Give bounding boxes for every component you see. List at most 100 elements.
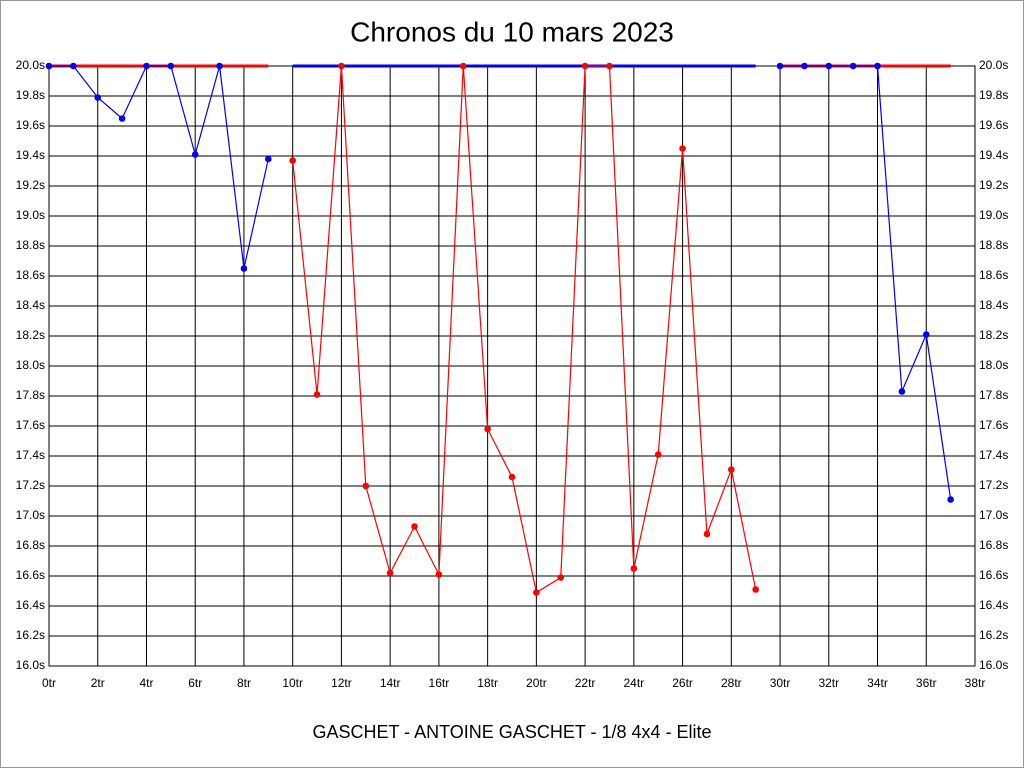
data-point: [45, 62, 53, 70]
y-tick-label: 18.6s: [16, 268, 45, 282]
y-tick-label: 17.8s: [16, 388, 45, 402]
x-tick-label: 18tr: [477, 676, 498, 690]
y2-tick-label: 16.4s: [979, 598, 1008, 612]
data-point: [240, 265, 248, 272]
x-tick-label: 38tr: [965, 676, 986, 690]
data-point: [216, 62, 223, 70]
y-tick-label: 19.4s: [16, 148, 45, 162]
y2-tick-label: 16.8s: [979, 538, 1008, 552]
x-tick-label: 10tr: [282, 676, 303, 690]
y2-tick-label: 20.0s: [979, 58, 1008, 72]
y-tick-label: 16.8s: [16, 538, 45, 552]
data-point: [776, 62, 784, 70]
data-point: [898, 388, 906, 395]
data-point: [825, 62, 833, 70]
data-point: [313, 391, 321, 398]
y-tick-label: 19.0s: [16, 208, 45, 222]
data-point: [849, 62, 857, 70]
y2-tick-label: 19.4s: [979, 148, 1008, 162]
y-tick-label: 20.0s: [16, 58, 45, 72]
x-tick-label: 28tr: [721, 676, 742, 690]
y-tick-label: 17.0s: [16, 508, 45, 522]
y-tick-label: 16.0s: [16, 658, 45, 672]
x-tick-label: 30tr: [770, 676, 791, 690]
data-point: [289, 157, 296, 164]
y2-tick-label: 17.2s: [979, 478, 1008, 492]
data-point: [630, 565, 638, 572]
y2-tick-label: 19.2s: [979, 178, 1008, 192]
x-tick-label: 2tr: [91, 676, 105, 690]
y2-tick-label: 18.4s: [979, 298, 1008, 312]
x-axis-label: GASCHET - ANTOINE GASCHET - 1/8 4x4 - El…: [312, 722, 711, 742]
data-point: [654, 451, 662, 458]
y-tick-label: 17.4s: [16, 448, 45, 462]
y2-tick-label: 16.6s: [979, 568, 1008, 582]
y-tick-label: 19.8s: [16, 88, 45, 102]
y-tick-label: 16.6s: [16, 568, 45, 582]
x-tick-label: 12tr: [331, 676, 352, 690]
data-point: [459, 62, 467, 70]
y-tick-label: 17.2s: [16, 478, 45, 492]
y2-tick-label: 17.8s: [979, 388, 1008, 402]
y2-tick-label: 17.4s: [979, 448, 1008, 462]
data-point: [435, 571, 443, 578]
y2-tick-label: 18.2s: [979, 328, 1008, 342]
data-point: [338, 62, 345, 70]
series-line: [49, 65, 952, 500]
y-tick-label: 16.2s: [16, 628, 45, 642]
y-tick-label: 16.4s: [16, 598, 45, 612]
data-point: [70, 62, 77, 70]
x-tick-label: 36tr: [916, 676, 937, 690]
data-point: [191, 151, 199, 158]
data-point: [947, 496, 954, 503]
data-point: [606, 62, 613, 70]
y2-tick-label: 19.8s: [979, 88, 1008, 102]
data-point: [874, 62, 881, 70]
data-point: [386, 569, 394, 577]
x-tick-label: 20tr: [526, 676, 547, 690]
data-point: [752, 586, 759, 593]
data-point: [362, 482, 370, 490]
y2-tick-label: 16.2s: [979, 628, 1008, 642]
y2-tick-label: 18.6s: [979, 268, 1008, 282]
y-tick-label: 18.2s: [16, 328, 45, 342]
data-point: [557, 574, 565, 581]
x-tick-label: 8tr: [237, 676, 251, 690]
x-tick-label: 24tr: [623, 676, 644, 690]
y2-tick-label: 19.0s: [979, 208, 1008, 222]
y-tick-label: 18.0s: [16, 358, 45, 372]
data-point: [118, 115, 126, 122]
y2-tick-label: 17.0s: [979, 508, 1008, 522]
data-point: [533, 589, 540, 596]
data-point: [581, 62, 589, 70]
chart-title: Chronos du 10 mars 2023: [350, 16, 674, 47]
x-tick-label: 4tr: [139, 676, 153, 690]
y2-tick-label: 18.8s: [979, 238, 1008, 252]
data-point: [411, 523, 418, 530]
data-point: [94, 94, 102, 101]
y2-tick-label: 18.0s: [979, 358, 1008, 372]
x-tick-label: 6tr: [188, 676, 202, 690]
x-tick-label: 22tr: [575, 676, 596, 690]
data-point: [508, 473, 516, 481]
data-point: [679, 145, 686, 152]
data-point: [728, 466, 735, 473]
data-point: [265, 155, 272, 163]
data-point: [801, 62, 808, 70]
y-tick-label: 17.6s: [16, 418, 45, 432]
y-tick-label: 19.6s: [16, 118, 45, 132]
x-tick-label: 26tr: [672, 676, 693, 690]
series-line: [292, 65, 757, 594]
x-tick-label: 34tr: [867, 676, 888, 690]
y2-tick-label: 19.6s: [979, 118, 1008, 132]
x-tick-label: 32tr: [818, 676, 839, 690]
x-tick-label: 16tr: [429, 676, 450, 690]
x-tick-label: 0tr: [42, 676, 56, 690]
y-tick-label: 18.8s: [16, 238, 45, 252]
data-point: [922, 331, 930, 338]
data-point: [703, 530, 711, 538]
y2-tick-label: 17.6s: [979, 418, 1008, 432]
data-point: [167, 62, 175, 70]
